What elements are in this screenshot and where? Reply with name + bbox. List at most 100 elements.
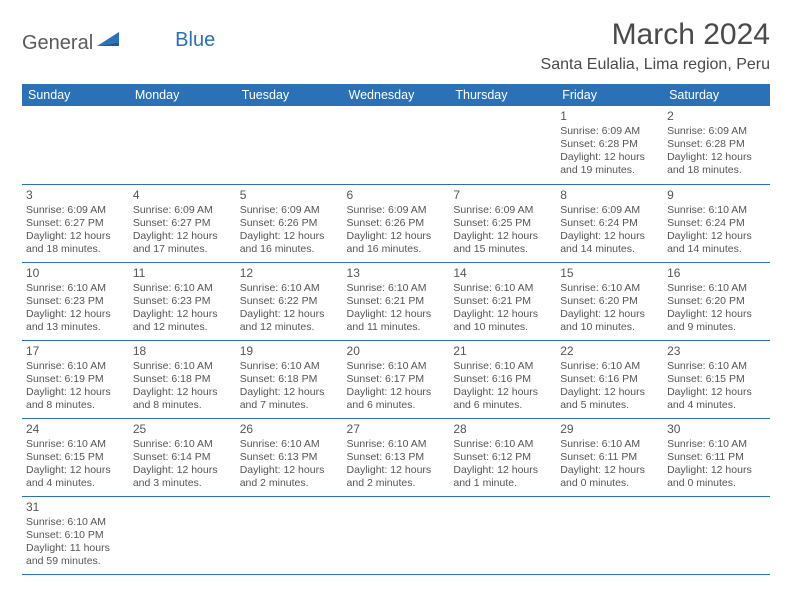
sunrise-text: Sunrise: 6:10 AM — [26, 438, 125, 451]
sunrise-text: Sunrise: 6:10 AM — [240, 438, 339, 451]
day-cell: 2Sunrise: 6:09 AMSunset: 6:28 PMDaylight… — [663, 106, 770, 184]
sunrise-text: Sunrise: 6:10 AM — [347, 438, 446, 451]
day-cell: 7Sunrise: 6:09 AMSunset: 6:25 PMDaylight… — [449, 184, 556, 262]
day-number: 19 — [240, 344, 339, 359]
sunrise-text: Sunrise: 6:10 AM — [240, 282, 339, 295]
sunset-text: Sunset: 6:20 PM — [667, 295, 766, 308]
day-number: 28 — [453, 422, 552, 437]
sunrise-text: Sunrise: 6:09 AM — [347, 204, 446, 217]
day-header: Saturday — [663, 84, 770, 106]
daylight-text: Daylight: 12 hours and 8 minutes. — [133, 386, 232, 412]
sunset-text: Sunset: 6:14 PM — [133, 451, 232, 464]
daylight-text: Daylight: 12 hours and 0 minutes. — [560, 464, 659, 490]
sunset-text: Sunset: 6:15 PM — [667, 373, 766, 386]
day-cell: 6Sunrise: 6:09 AMSunset: 6:26 PMDaylight… — [343, 184, 450, 262]
sunset-text: Sunset: 6:24 PM — [667, 217, 766, 230]
daylight-text: Daylight: 12 hours and 19 minutes. — [560, 151, 659, 177]
day-cell: 21Sunrise: 6:10 AMSunset: 6:16 PMDayligh… — [449, 340, 556, 418]
day-header: Tuesday — [236, 84, 343, 106]
day-number: 22 — [560, 344, 659, 359]
sunrise-text: Sunrise: 6:10 AM — [26, 282, 125, 295]
day-number: 5 — [240, 188, 339, 203]
sunset-text: Sunset: 6:20 PM — [560, 295, 659, 308]
daylight-text: Daylight: 12 hours and 2 minutes. — [347, 464, 446, 490]
day-number: 7 — [453, 188, 552, 203]
sunset-text: Sunset: 6:28 PM — [560, 138, 659, 151]
daylight-text: Daylight: 12 hours and 5 minutes. — [560, 386, 659, 412]
daylight-text: Daylight: 12 hours and 18 minutes. — [667, 151, 766, 177]
day-number: 20 — [347, 344, 446, 359]
sunrise-text: Sunrise: 6:10 AM — [133, 360, 232, 373]
daylight-text: Daylight: 12 hours and 12 minutes. — [240, 308, 339, 334]
daylight-text: Daylight: 12 hours and 7 minutes. — [240, 386, 339, 412]
empty-cell — [22, 106, 129, 184]
day-number: 1 — [560, 109, 659, 124]
day-number: 25 — [133, 422, 232, 437]
day-cell: 12Sunrise: 6:10 AMSunset: 6:22 PMDayligh… — [236, 262, 343, 340]
day-number: 18 — [133, 344, 232, 359]
day-cell: 9Sunrise: 6:10 AMSunset: 6:24 PMDaylight… — [663, 184, 770, 262]
sunset-text: Sunset: 6:27 PM — [133, 217, 232, 230]
daylight-text: Daylight: 12 hours and 16 minutes. — [240, 230, 339, 256]
day-number: 12 — [240, 266, 339, 281]
day-cell: 23Sunrise: 6:10 AMSunset: 6:15 PMDayligh… — [663, 340, 770, 418]
sunset-text: Sunset: 6:27 PM — [26, 217, 125, 230]
day-header: Thursday — [449, 84, 556, 106]
daylight-text: Daylight: 12 hours and 10 minutes. — [560, 308, 659, 334]
day-number: 26 — [240, 422, 339, 437]
sunset-text: Sunset: 6:18 PM — [133, 373, 232, 386]
day-number: 27 — [347, 422, 446, 437]
day-number: 21 — [453, 344, 552, 359]
daylight-text: Daylight: 12 hours and 11 minutes. — [347, 308, 446, 334]
calendar-table: SundayMondayTuesdayWednesdayThursdayFrid… — [22, 84, 770, 575]
daylight-text: Daylight: 12 hours and 10 minutes. — [453, 308, 552, 334]
sunrise-text: Sunrise: 6:10 AM — [667, 360, 766, 373]
sunset-text: Sunset: 6:13 PM — [240, 451, 339, 464]
sunset-text: Sunset: 6:12 PM — [453, 451, 552, 464]
sunset-text: Sunset: 6:10 PM — [26, 529, 125, 542]
sunset-text: Sunset: 6:26 PM — [347, 217, 446, 230]
day-number: 31 — [26, 500, 125, 515]
sunrise-text: Sunrise: 6:10 AM — [26, 516, 125, 529]
day-number: 30 — [667, 422, 766, 437]
empty-cell — [556, 496, 663, 574]
sunset-text: Sunset: 6:17 PM — [347, 373, 446, 386]
day-number: 24 — [26, 422, 125, 437]
sunrise-text: Sunrise: 6:10 AM — [667, 282, 766, 295]
day-cell: 15Sunrise: 6:10 AMSunset: 6:20 PMDayligh… — [556, 262, 663, 340]
day-cell: 14Sunrise: 6:10 AMSunset: 6:21 PMDayligh… — [449, 262, 556, 340]
day-cell: 19Sunrise: 6:10 AMSunset: 6:18 PMDayligh… — [236, 340, 343, 418]
day-cell: 17Sunrise: 6:10 AMSunset: 6:19 PMDayligh… — [22, 340, 129, 418]
sunset-text: Sunset: 6:26 PM — [240, 217, 339, 230]
sunset-text: Sunset: 6:11 PM — [560, 451, 659, 464]
sunset-text: Sunset: 6:13 PM — [347, 451, 446, 464]
day-header: Sunday — [22, 84, 129, 106]
sunrise-text: Sunrise: 6:10 AM — [453, 282, 552, 295]
empty-cell — [236, 106, 343, 184]
empty-cell — [129, 106, 236, 184]
empty-cell — [343, 496, 450, 574]
empty-cell — [236, 496, 343, 574]
day-number: 17 — [26, 344, 125, 359]
daylight-text: Daylight: 12 hours and 16 minutes. — [347, 230, 446, 256]
sunset-text: Sunset: 6:25 PM — [453, 217, 552, 230]
day-number: 10 — [26, 266, 125, 281]
empty-cell — [663, 496, 770, 574]
day-number: 9 — [667, 188, 766, 203]
day-cell: 11Sunrise: 6:10 AMSunset: 6:23 PMDayligh… — [129, 262, 236, 340]
daylight-text: Daylight: 12 hours and 2 minutes. — [240, 464, 339, 490]
day-number: 14 — [453, 266, 552, 281]
daylight-text: Daylight: 12 hours and 1 minute. — [453, 464, 552, 490]
header: General Blue March 2024 Santa Eulalia, L… — [22, 18, 770, 74]
sunrise-text: Sunrise: 6:10 AM — [240, 360, 339, 373]
sunrise-text: Sunrise: 6:10 AM — [133, 282, 232, 295]
sunrise-text: Sunrise: 6:09 AM — [560, 204, 659, 217]
day-number: 23 — [667, 344, 766, 359]
day-number: 29 — [560, 422, 659, 437]
day-cell: 24Sunrise: 6:10 AMSunset: 6:15 PMDayligh… — [22, 418, 129, 496]
title-location: Santa Eulalia, Lima region, Peru — [541, 56, 770, 74]
daylight-text: Daylight: 12 hours and 6 minutes. — [347, 386, 446, 412]
daylight-text: Daylight: 12 hours and 0 minutes. — [667, 464, 766, 490]
sunrise-text: Sunrise: 6:09 AM — [560, 125, 659, 138]
day-header: Monday — [129, 84, 236, 106]
